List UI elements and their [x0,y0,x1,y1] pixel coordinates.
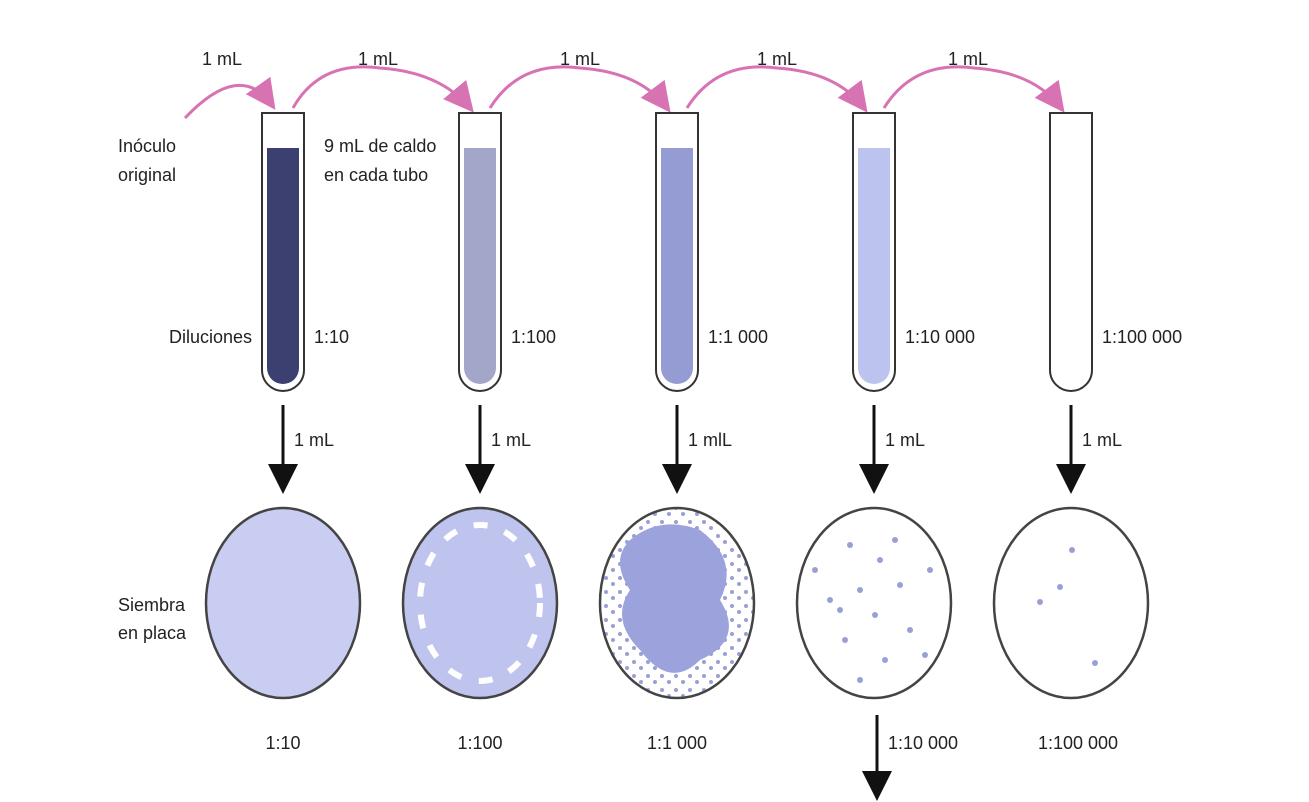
plates [204,506,1150,700]
volume-label: 1 mL [294,430,334,450]
plate [204,506,362,700]
transfer-label: 1 mL [757,49,797,69]
transfer-label: 1 mL [202,49,242,69]
plate [992,506,1150,700]
inoculum-label: Inóculo [118,136,176,156]
transfer-arrows [183,65,1065,120]
plate-label: 1:10 [265,733,300,753]
volume-label: 1 mlL [688,430,732,450]
plating-label: en placa [118,623,187,643]
tube [1049,112,1093,392]
volume-label: 1 mL [1082,430,1122,450]
plate-label: 1:1 000 [647,733,707,753]
transfer-label: 1 mL [560,49,600,69]
tube-label: 1:10 [314,327,349,347]
tube-liquid [464,148,496,384]
tube-liquid [858,148,890,384]
tube-label: 1:10 000 [905,327,975,347]
tube-liquid [267,148,299,384]
tube-label: 1:100 [511,327,556,347]
broth-note: 9 mL de caldo [324,136,436,156]
transfer-label: 1 mL [358,49,398,69]
plate-gaps [417,522,543,684]
colony-blob [620,524,729,673]
plate [795,506,953,700]
plating-label: Siembra [118,595,186,615]
plate-label: 1:100 [457,733,502,753]
colonies [812,537,933,683]
tube-label: 1:100 000 [1102,327,1182,347]
arrow [488,65,671,113]
inoculum-label: original [118,165,176,185]
plate-label: 1:10 000 [888,733,958,753]
plate [401,506,559,700]
arrow [291,65,474,113]
plating-arrows [268,405,1086,801]
tube-label: 1:1 000 [708,327,768,347]
arrow [882,65,1065,113]
tubes [261,112,1093,392]
dilutions-label: Diluciones [169,327,252,347]
tube-liquid [661,148,693,384]
broth-note: en cada tubo [324,165,428,185]
colonies [1037,547,1098,666]
volume-label: 1 mL [491,430,531,450]
transfer-label: 1 mL [948,49,988,69]
volume-label: 1 mL [885,430,925,450]
plate-label: 1:100 000 [1038,733,1118,753]
arrow [183,76,276,120]
arrow [685,65,868,113]
